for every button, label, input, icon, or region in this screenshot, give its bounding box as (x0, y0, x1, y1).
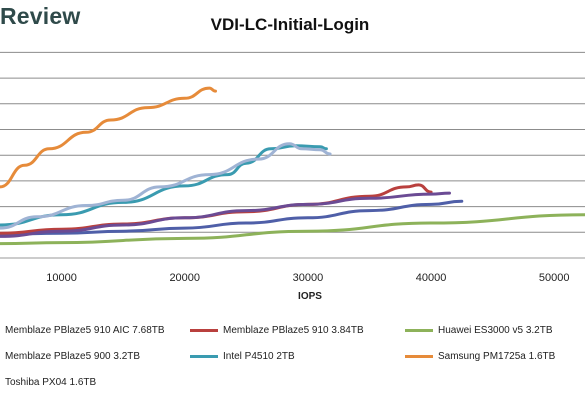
legend-item: Memblaze PBlaze5 910 3.84TB (190, 325, 364, 336)
legend-label: Samsung PM1725a 1.6TB (438, 351, 556, 362)
legend-item: Memblaze PBlaze5 900 3.2TB (0, 351, 140, 362)
x-tick-label: 50000 (539, 272, 570, 284)
legend-label: Memblaze PBlaze5 910 AIC 7.68TB (5, 325, 165, 336)
legend-label: Memblaze PBlaze5 900 3.2TB (5, 351, 141, 362)
legend-swatch (190, 355, 218, 358)
legend-swatch (405, 355, 433, 358)
x-tick-labels: 10000 20000 30000 40000 50000 (46, 272, 569, 284)
legend-label: Intel P4510 2TB (223, 351, 295, 362)
chart-title: VDI-LC-Initial-Login (210, 15, 370, 34)
legend-item: Samsung PM1725a 1.6TB (405, 351, 555, 362)
x-tick-label: 10000 (46, 272, 77, 284)
legend-item: Huawei ES3000 v5 3.2TB (405, 325, 553, 336)
x-tick-label: 20000 (169, 272, 200, 284)
legend-item: Intel P4510 2TB (190, 351, 295, 362)
x-tick-label: 40000 (416, 272, 447, 284)
legend-label: Toshiba PX04 1.6TB (5, 377, 97, 388)
chart-grid (0, 51, 585, 259)
legend-item: Memblaze PBlaze5 910 AIC 7.68TB (0, 325, 165, 336)
legend-swatch (190, 329, 218, 332)
series-line (0, 142, 332, 230)
legend-swatch (405, 329, 433, 332)
legend-item: Toshiba PX04 1.6TB (0, 377, 96, 388)
series-line (0, 144, 328, 227)
series-line (0, 199, 464, 236)
x-tick-label: 30000 (293, 272, 324, 284)
series-line (0, 86, 217, 189)
brand-logo-text: Review (0, 3, 81, 29)
legend-label: Huawei ES3000 v5 3.2TB (438, 325, 553, 336)
legend-label: Memblaze PBlaze5 910 3.84TB (223, 325, 364, 336)
series-line (0, 213, 585, 246)
series-lines (0, 86, 585, 246)
x-axis-label: IOPS (298, 291, 322, 302)
series-line (0, 191, 451, 238)
